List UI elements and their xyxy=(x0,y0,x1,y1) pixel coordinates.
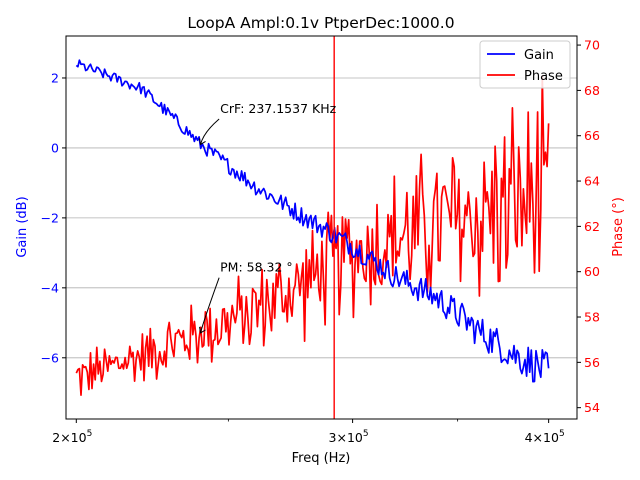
legend: Gain Phase xyxy=(479,40,571,89)
right-tick-label: 58 xyxy=(584,310,600,325)
series-layer xyxy=(75,59,550,396)
left-tick-label: 0 xyxy=(51,140,59,155)
x-tick-exponent: 5 xyxy=(363,429,369,439)
right-axis-label: Phase (°) xyxy=(611,197,626,257)
x-tick-exponent: 5 xyxy=(559,429,565,439)
x-tick-label: 3×105 xyxy=(329,429,369,445)
annotations: CrF: 237.1537 KHz PM: 58.32 ° xyxy=(199,101,337,334)
right-tick-label: 70 xyxy=(584,38,600,53)
right-tick-label: 56 xyxy=(584,355,600,370)
crossover-arrowhead xyxy=(199,138,206,146)
x-tick-label: 4×105 xyxy=(525,429,565,445)
right-tick-label: 62 xyxy=(584,219,600,234)
phase-margin-annotation: PM: 58.32 ° xyxy=(220,260,293,275)
left-tick-label: −4 xyxy=(41,280,59,295)
phase-series-line xyxy=(75,75,550,396)
right-tick-label: 68 xyxy=(584,83,600,98)
right-tick-label: 66 xyxy=(584,128,600,143)
left-axis-ticks: 2 0 −2 −4 −6 xyxy=(41,70,66,365)
plot-frame xyxy=(65,35,578,420)
phase-margin-arrow xyxy=(200,277,220,334)
left-axis-label: Gain (dB) xyxy=(15,196,30,257)
left-tick-label: −6 xyxy=(41,350,59,365)
left-tick-label: 2 xyxy=(51,70,59,85)
left-tick-label: −2 xyxy=(41,210,59,225)
x-axis-label: Freq (Hz) xyxy=(292,451,351,466)
legend-phase-label: Phase xyxy=(524,69,563,84)
x-tick-exponent: 5 xyxy=(87,429,93,439)
crossover-annotation: CrF: 237.1537 KHz xyxy=(220,101,336,116)
phase-margin-arrowhead xyxy=(199,326,206,334)
x-axis-ticks: 2×105 3×105 4×105 xyxy=(52,419,565,445)
right-tick-label: 64 xyxy=(584,174,600,189)
legend-gain-label: Gain xyxy=(524,48,554,63)
right-axis-ticks: 54 56 58 60 62 64 66 68 70 xyxy=(577,38,600,415)
crossover-arrow xyxy=(200,118,220,145)
right-tick-label: 60 xyxy=(584,264,600,279)
legend-box xyxy=(479,40,571,89)
gain-series-line xyxy=(75,59,550,383)
chart-title: LoopA Ampl:0.1v PtperDec:1000.0 xyxy=(187,14,454,32)
x-tick-label: 2×105 xyxy=(52,429,92,445)
right-tick-label: 54 xyxy=(584,400,600,415)
